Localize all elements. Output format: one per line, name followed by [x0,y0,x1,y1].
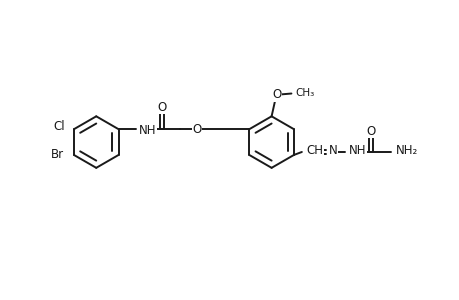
Text: N: N [328,145,336,158]
Text: Cl: Cl [53,120,65,133]
Text: O: O [192,123,201,136]
Text: Br: Br [51,148,64,161]
Text: NH₂: NH₂ [395,145,417,158]
Text: O: O [157,101,167,114]
Text: NH: NH [347,145,365,158]
Text: O: O [366,125,375,138]
Text: NH: NH [139,124,157,137]
Text: CH: CH [306,145,323,158]
Text: O: O [271,88,280,101]
Text: CH₃: CH₃ [295,88,314,98]
